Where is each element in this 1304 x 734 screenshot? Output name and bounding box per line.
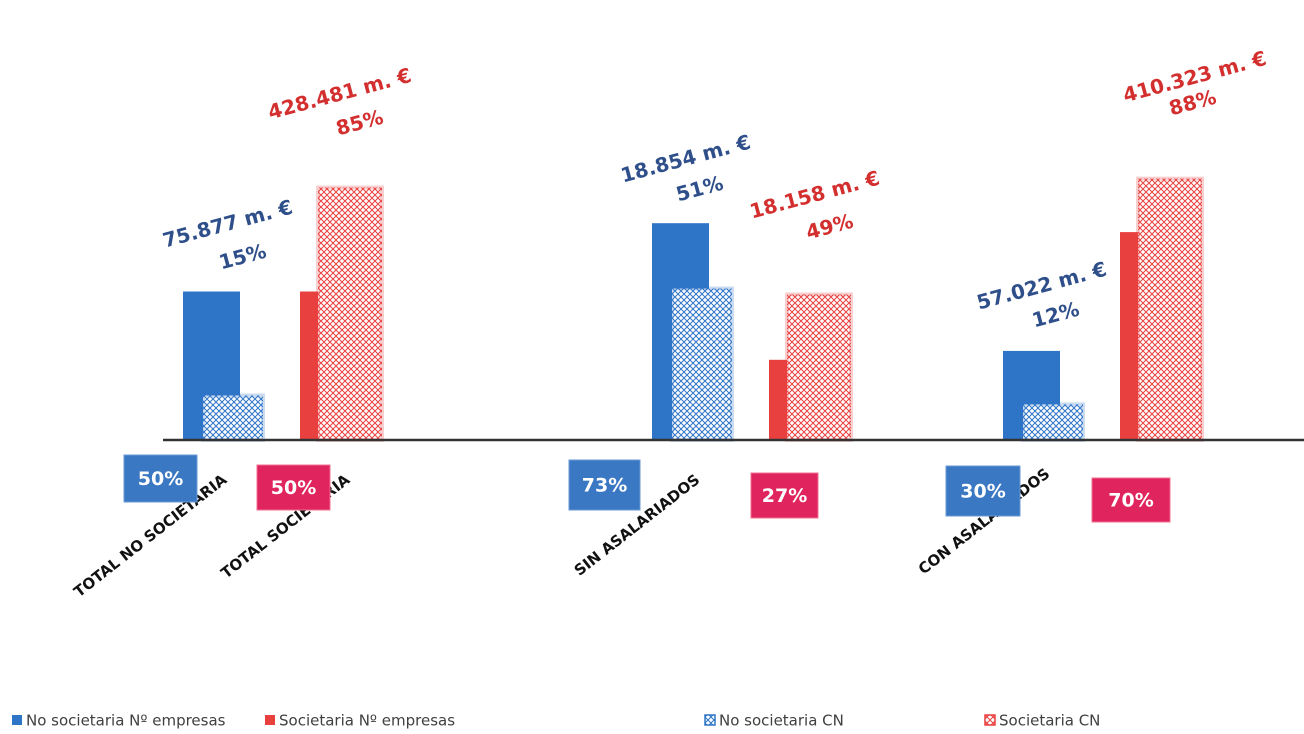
amount-label: 18.158 m. €: [747, 166, 882, 224]
hatched-bar: [201, 393, 265, 443]
legend-label: No societaria Nº empresas: [26, 712, 226, 730]
value-label: 70%: [1108, 490, 1153, 512]
amount-label: 75.877 m. €: [160, 195, 295, 253]
hatched-bar: [316, 185, 384, 442]
legend-label: Societaria Nº empresas: [279, 712, 455, 730]
value-box: [568, 459, 641, 511]
bar: [300, 291, 322, 440]
value-label: 15%: [216, 239, 268, 275]
bar: [769, 359, 791, 440]
bar: [1120, 232, 1142, 440]
value-label: 51%: [673, 171, 725, 207]
value-label: 85%: [333, 105, 385, 141]
value-label: 50%: [138, 468, 183, 490]
legend-swatch: [12, 715, 22, 725]
value-box: [945, 465, 1021, 517]
value-box: [750, 472, 819, 519]
legend-swatch: [984, 714, 996, 726]
hatched-bar: [785, 292, 853, 442]
legend-label: Societaria CN: [999, 712, 1100, 730]
value-label: 73%: [582, 475, 627, 497]
amount-label: 18.854 m. €: [618, 130, 753, 188]
value-box: [1091, 477, 1171, 523]
hatched-bar: [670, 286, 734, 442]
bars: [183, 176, 1204, 443]
hatched-bar: [1021, 402, 1085, 442]
hatched-bar: [1136, 176, 1204, 442]
value-label: 12%: [1029, 297, 1081, 333]
legend-swatch: [704, 714, 716, 726]
value-label: 50%: [271, 477, 316, 499]
value-box: [256, 464, 331, 511]
value-box: [123, 454, 198, 503]
value-label: 30%: [960, 481, 1005, 503]
value-label: 49%: [803, 209, 855, 245]
legend-swatch: [265, 715, 275, 725]
value-label: 27%: [762, 485, 807, 507]
legend-label: No societaria CN: [719, 712, 844, 730]
